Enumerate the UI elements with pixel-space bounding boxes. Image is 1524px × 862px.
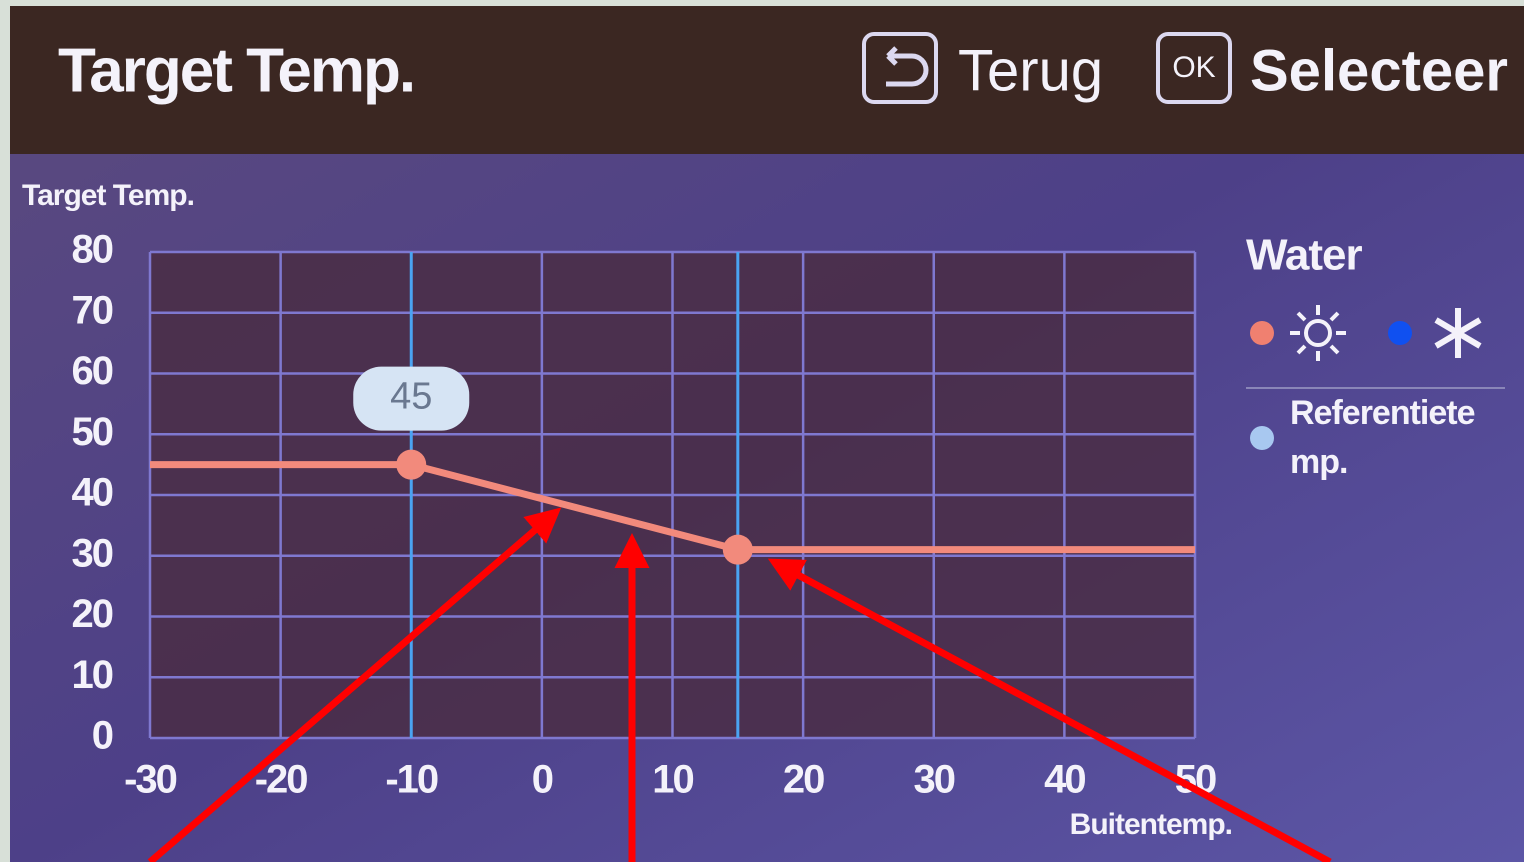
x-tick-label: 20 xyxy=(783,758,824,802)
y-tick-label: 40 xyxy=(72,471,113,515)
y-tick-label: 30 xyxy=(72,531,113,575)
y-tick-label: 10 xyxy=(72,653,113,697)
legend-heat-dot xyxy=(1250,321,1274,345)
legend-reference: Referentiete xyxy=(1290,394,1475,432)
legend-reference: mp. xyxy=(1290,443,1347,481)
back-label[interactable]: Terug xyxy=(958,38,1103,103)
ok-icon-label: OK xyxy=(1172,51,1215,84)
y-tick-label: 60 xyxy=(72,349,113,393)
y-axis-title: Target Temp. xyxy=(22,179,194,212)
select-label[interactable]: Selecteer xyxy=(1250,38,1508,103)
x-tick-label: -10 xyxy=(385,758,438,802)
x-tick-label: 30 xyxy=(914,758,955,802)
y-tick-label: 20 xyxy=(72,592,113,636)
legend-title: Water xyxy=(1246,231,1362,280)
page-title: Target Temp. xyxy=(58,36,414,105)
x-tick-label: 40 xyxy=(1044,758,1085,802)
curve-point xyxy=(396,450,426,480)
y-tick-label: 70 xyxy=(72,288,113,332)
x-tick-label: -30 xyxy=(124,758,177,802)
curve-point xyxy=(723,535,753,565)
x-axis-title: Buitentemp. xyxy=(1070,808,1232,841)
value-bubble-label: 45 xyxy=(390,376,432,418)
y-tick-label: 80 xyxy=(72,228,113,272)
legend-reference-dot xyxy=(1250,426,1274,450)
legend-cool-dot xyxy=(1388,321,1412,345)
screen: Target Temp. Terug OK Selecteer Target T… xyxy=(0,0,1524,862)
x-tick-label: 10 xyxy=(652,758,693,802)
y-tick-label: 50 xyxy=(72,410,113,454)
x-tick-label: 0 xyxy=(532,758,553,802)
y-tick-label: 0 xyxy=(92,714,113,758)
